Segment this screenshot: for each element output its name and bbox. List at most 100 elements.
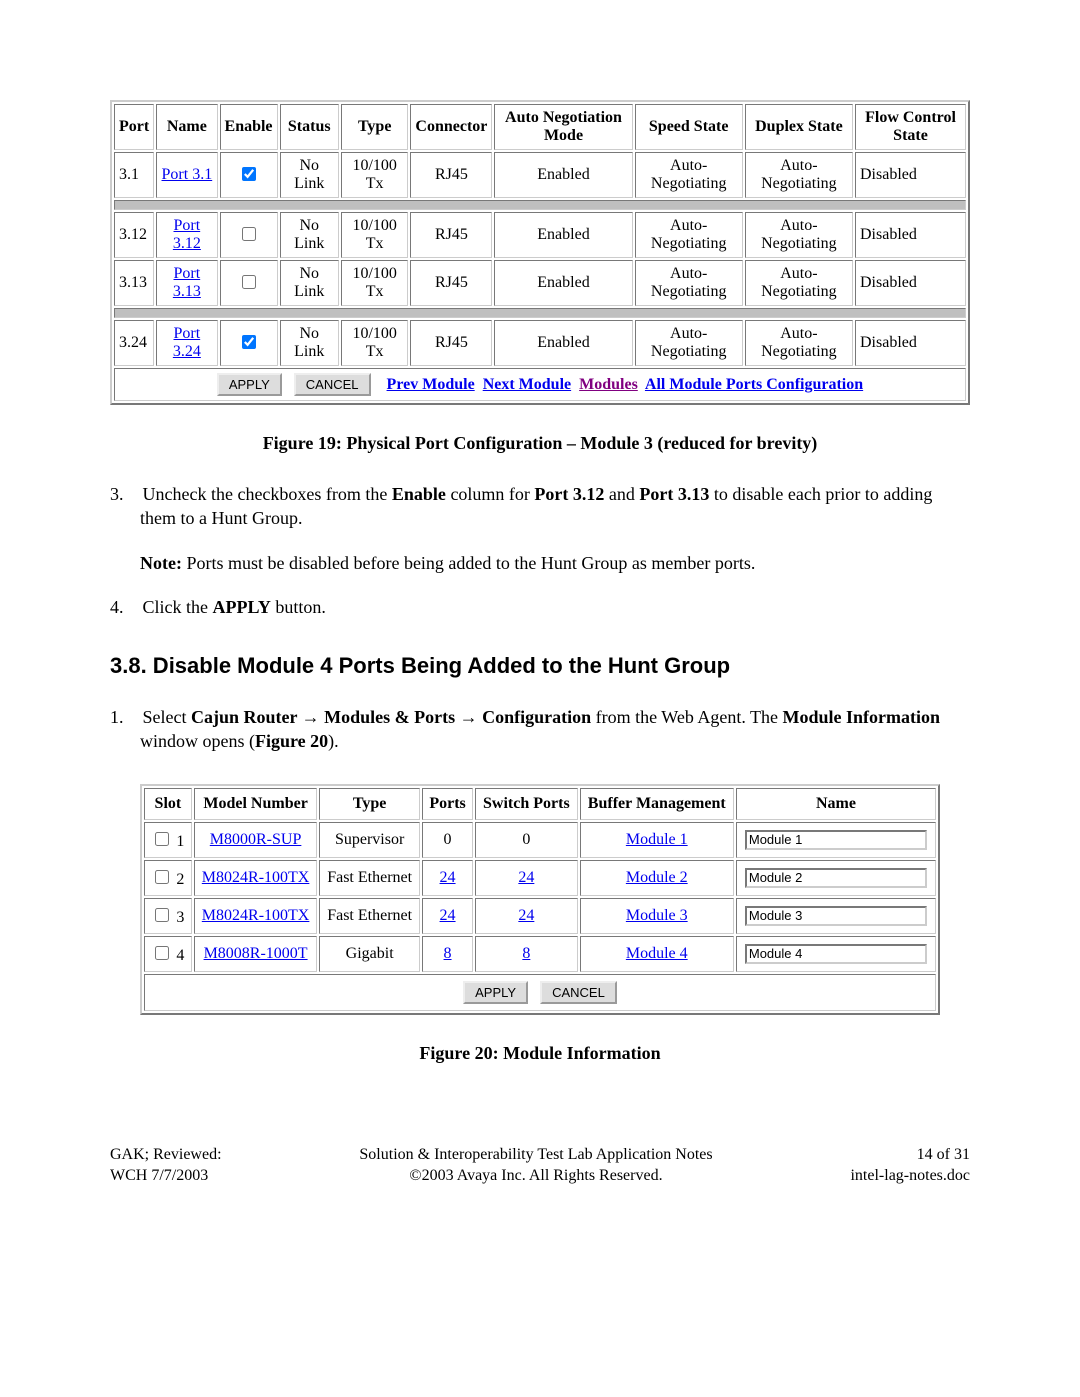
modinfo-row: 2M8024R-100TXFast Ethernet2424Module 2 — [144, 860, 936, 896]
next-module-link[interactable]: Next Module — [483, 376, 571, 393]
swports-link[interactable]: 24 — [518, 907, 534, 924]
slot-checkbox[interactable] — [155, 832, 169, 846]
port-config-table: Port Name Enable Status Type Connector A… — [110, 100, 970, 405]
ports-link[interactable]: 24 — [440, 907, 456, 924]
model-link[interactable]: M8000R-SUP — [210, 831, 302, 848]
col-port: Port — [114, 104, 154, 150]
port-link[interactable]: Port 3.12 — [173, 217, 201, 252]
note: Note: Ports must be disabled before bein… — [140, 551, 970, 575]
cell-swports: 24 — [475, 898, 577, 934]
ports-link[interactable]: 24 — [440, 869, 456, 886]
cell-enable — [220, 212, 278, 258]
col-flow: Flow Control State — [855, 104, 966, 150]
cell-type: Gigabit — [319, 936, 420, 972]
cell-connector: RJ45 — [410, 260, 492, 306]
cell-namein — [736, 936, 936, 972]
port-row: 3.1Port 3.1No Link10/100 TxRJ45EnabledAu… — [114, 152, 966, 198]
cell-swports: 0 — [475, 822, 577, 858]
cell-model: M8024R-100TX — [194, 898, 318, 934]
cell-ports: 0 — [422, 822, 473, 858]
buffer-link[interactable]: Module 4 — [626, 945, 688, 962]
cell-model: M8000R-SUP — [194, 822, 318, 858]
slot-checkbox[interactable] — [155, 870, 169, 884]
cell-name: Port 3.12 — [156, 212, 217, 258]
port-table-footer: APPLY CANCEL Prev Module Next Module Mod… — [114, 368, 966, 401]
cell-port: 3.1 — [114, 152, 154, 198]
mcol-name: Name — [736, 788, 936, 820]
modinfo-row: 1M8000R-SUPSupervisor00Module 1 — [144, 822, 936, 858]
col-type: Type — [341, 104, 408, 150]
buffer-link[interactable]: Module 2 — [626, 869, 688, 886]
enable-checkbox[interactable] — [242, 275, 256, 289]
cell-name: Port 3.13 — [156, 260, 217, 306]
port-link[interactable]: Port 3.24 — [173, 325, 201, 360]
prev-module-link[interactable]: Prev Module — [387, 376, 475, 393]
mcol-swports: Switch Ports — [475, 788, 577, 820]
page-footer: GAK; Reviewed: WCH 7/7/2003 Solution & I… — [110, 1144, 970, 1187]
col-autoneg: Auto Negotiation Mode — [494, 104, 632, 150]
buffer-link[interactable]: Module 3 — [626, 907, 688, 924]
cell-speed: Auto-Negotiating — [635, 320, 743, 366]
cell-name: Port 3.1 — [156, 152, 217, 198]
figure-19-caption: Figure 19: Physical Port Configuration –… — [110, 433, 970, 454]
cell-status: No Link — [280, 152, 339, 198]
modinfo-cancel-button[interactable]: CANCEL — [540, 981, 617, 1004]
cell-flow: Disabled — [855, 320, 966, 366]
all-modules-link[interactable]: All Module Ports Configuration — [645, 376, 863, 393]
swports-link[interactable]: 24 — [518, 869, 534, 886]
cell-ports: 24 — [422, 860, 473, 896]
enable-checkbox[interactable] — [242, 227, 256, 241]
cell-enable — [220, 320, 278, 366]
modules-link[interactable]: Modules — [579, 376, 638, 393]
model-link[interactable]: M8024R-100TX — [202, 907, 310, 924]
cell-status: No Link — [280, 260, 339, 306]
enable-checkbox[interactable] — [242, 167, 256, 181]
spacer-row — [114, 200, 966, 210]
cancel-button[interactable]: CANCEL — [294, 373, 371, 396]
cell-speed: Auto-Negotiating — [635, 152, 743, 198]
module-name-input[interactable] — [745, 830, 927, 850]
cell-status: No Link — [280, 212, 339, 258]
col-enable: Enable — [220, 104, 278, 150]
module-name-input[interactable] — [745, 868, 927, 888]
modinfo-footer: APPLY CANCEL — [144, 974, 936, 1011]
enable-checkbox[interactable] — [242, 335, 256, 349]
mcol-slot: Slot — [144, 788, 192, 820]
model-link[interactable]: M8008R-1000T — [204, 945, 308, 962]
module-name-input[interactable] — [745, 944, 927, 964]
buffer-link[interactable]: Module 1 — [626, 831, 688, 848]
port-link[interactable]: Port 3.1 — [162, 166, 213, 183]
mcol-model: Model Number — [194, 788, 318, 820]
modinfo-row: 4M8008R-1000TGigabit88Module 4 — [144, 936, 936, 972]
port-row: 3.24Port 3.24No Link10/100 TxRJ45Enabled… — [114, 320, 966, 366]
cell-flow: Disabled — [855, 212, 966, 258]
cell-slot: 2 — [144, 860, 192, 896]
footer-center: Solution & Interoperability Test Lab App… — [359, 1144, 712, 1187]
cell-speed: Auto-Negotiating — [635, 260, 743, 306]
cell-duplex: Auto-Negotiating — [745, 320, 853, 366]
cell-type: 10/100 Tx — [341, 152, 408, 198]
ports-link[interactable]: 8 — [444, 945, 452, 962]
cell-namein — [736, 822, 936, 858]
footer-left: GAK; Reviewed: WCH 7/7/2003 — [110, 1144, 222, 1187]
col-connector: Connector — [410, 104, 492, 150]
model-link[interactable]: M8024R-100TX — [202, 869, 310, 886]
cell-duplex: Auto-Negotiating — [745, 260, 853, 306]
mcol-type: Type — [319, 788, 420, 820]
cell-connector: RJ45 — [410, 320, 492, 366]
swports-link[interactable]: 8 — [522, 945, 530, 962]
cell-speed: Auto-Negotiating — [635, 212, 743, 258]
apply-button[interactable]: APPLY — [217, 373, 282, 396]
mcol-ports: Ports — [422, 788, 473, 820]
slot-checkbox[interactable] — [155, 946, 169, 960]
cell-type: Fast Ethernet — [319, 898, 420, 934]
slot-checkbox[interactable] — [155, 908, 169, 922]
port-link[interactable]: Port 3.13 — [173, 265, 201, 300]
col-speed: Speed State — [635, 104, 743, 150]
modinfo-apply-button[interactable]: APPLY — [463, 981, 528, 1004]
cell-status: No Link — [280, 320, 339, 366]
cell-type: 10/100 Tx — [341, 320, 408, 366]
module-name-input[interactable] — [745, 906, 927, 926]
cell-flow: Disabled — [855, 152, 966, 198]
cell-namein — [736, 860, 936, 896]
